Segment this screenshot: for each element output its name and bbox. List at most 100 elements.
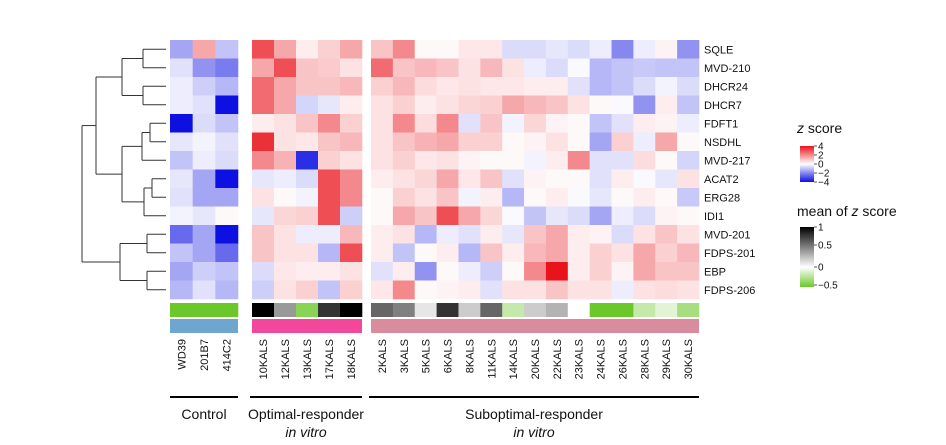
mean-zscore-cell (567, 303, 590, 317)
heatmap-cell (458, 132, 481, 152)
heatmap-cell (436, 225, 459, 244)
mean-zscore-cell (170, 303, 193, 317)
heatmap-cell (545, 206, 569, 226)
heatmap-cell (318, 58, 341, 78)
heatmap-cell (340, 132, 363, 152)
heatmap-cell (480, 243, 503, 263)
heatmap-cell (524, 114, 547, 133)
row-dendrogram (81, 48, 166, 291)
heatmap-cell (589, 95, 612, 115)
heatmap-cell (480, 58, 503, 78)
mean-colorbar (800, 227, 814, 287)
heatmap-cell (371, 280, 394, 300)
column-label: 10KALS (258, 339, 270, 379)
heatmap-cell (633, 40, 656, 59)
heatmap-cell (655, 40, 678, 59)
heatmap-cell (252, 132, 275, 152)
group-label: Optimal-responder (248, 406, 364, 422)
column-label: 12KALS (280, 339, 292, 379)
heatmap-cell (502, 206, 525, 226)
row-label: NSDHL (704, 137, 741, 149)
heatmap-cell (524, 77, 547, 96)
heatmap-cell (170, 151, 193, 170)
heatmap-cell (252, 280, 275, 300)
heatmap-cell (274, 243, 297, 263)
heatmap-cell (589, 225, 612, 244)
heatmap-cell (414, 188, 437, 207)
heatmap-cell (677, 151, 700, 170)
legend-tick-label: 1 (818, 223, 824, 234)
heatmap-cell (192, 58, 216, 78)
heatmap-cell (371, 151, 394, 170)
heatmap-cell (655, 151, 678, 170)
heatmap-cell (192, 77, 216, 96)
heatmap-cell (677, 95, 700, 115)
heatmap-cell (252, 114, 275, 133)
heatmap-cell (296, 206, 319, 226)
group-color-bar (170, 319, 238, 333)
heatmap-cell (340, 151, 363, 170)
heatmap-cell (274, 132, 297, 152)
heatmap-cell (296, 280, 319, 300)
heatmap-cell (502, 243, 525, 263)
heatmap-cell (524, 58, 547, 78)
heatmap-cell (414, 40, 437, 59)
heatmap-cell (296, 225, 319, 244)
heatmap-cell (340, 225, 363, 244)
legend-tick-label: 2 (818, 151, 824, 162)
mean-zscore-cell (318, 303, 341, 317)
heatmap-cell (633, 132, 656, 152)
heatmap-cell (502, 151, 525, 170)
heatmap-cell (340, 114, 363, 133)
mean-zscore-cell (414, 303, 437, 317)
heatmap-cell (502, 77, 525, 96)
heatmap-cell (677, 188, 700, 207)
heatmap-cell (436, 262, 459, 281)
mean-zscore-cell (545, 303, 569, 317)
heatmap-cell (611, 225, 634, 244)
heatmap-cell (274, 280, 297, 300)
mean-zscore-bar (170, 303, 700, 317)
heatmap-cell (318, 40, 341, 59)
heatmap-cell (252, 206, 275, 226)
heatmap-cell (274, 95, 297, 115)
heatmap-cell (436, 40, 459, 59)
heatmap-cell (611, 95, 634, 115)
heatmap-cell (318, 243, 341, 263)
heatmap-cell (502, 58, 525, 78)
heatmap-cell (371, 40, 394, 59)
mean-zscore-cell (296, 303, 319, 317)
heatmap-cell (192, 95, 216, 115)
heatmap-cell (611, 280, 634, 300)
heatmap-cell (274, 225, 297, 244)
heatmap-cell (545, 151, 569, 170)
heatmap-cell (633, 262, 656, 281)
heatmap-cell (677, 132, 700, 152)
heatmap-cell (589, 40, 612, 59)
heatmap-cell (170, 243, 193, 263)
heatmap-cell (502, 169, 525, 189)
heatmap-cell (318, 151, 341, 170)
heatmap-cell (480, 280, 503, 300)
heatmap-cell (192, 114, 216, 133)
heatmap-cell (567, 262, 590, 281)
row-label: MVD-217 (704, 155, 750, 167)
group-color-bars (170, 319, 699, 333)
heatmap-cell (480, 151, 503, 170)
heatmap-cell (502, 280, 525, 300)
heatmap-cell (371, 243, 394, 263)
heatmap-cell (340, 40, 363, 59)
heatmap-cell (296, 151, 319, 170)
column-label: 14KALS (508, 339, 520, 379)
mean-zscore-cell (436, 303, 459, 317)
heatmap-cell (589, 77, 612, 96)
heatmap-cell (611, 58, 634, 78)
heatmap-cell (414, 77, 437, 96)
heatmap-cell (215, 58, 239, 78)
heatmap-cell (524, 225, 547, 244)
heatmap-cell (545, 77, 569, 96)
group-label: Suboptimal-responder (465, 406, 603, 422)
heatmap-cell (252, 151, 275, 170)
row-label: IDI1 (704, 211, 724, 223)
heatmap-cell (252, 95, 275, 115)
